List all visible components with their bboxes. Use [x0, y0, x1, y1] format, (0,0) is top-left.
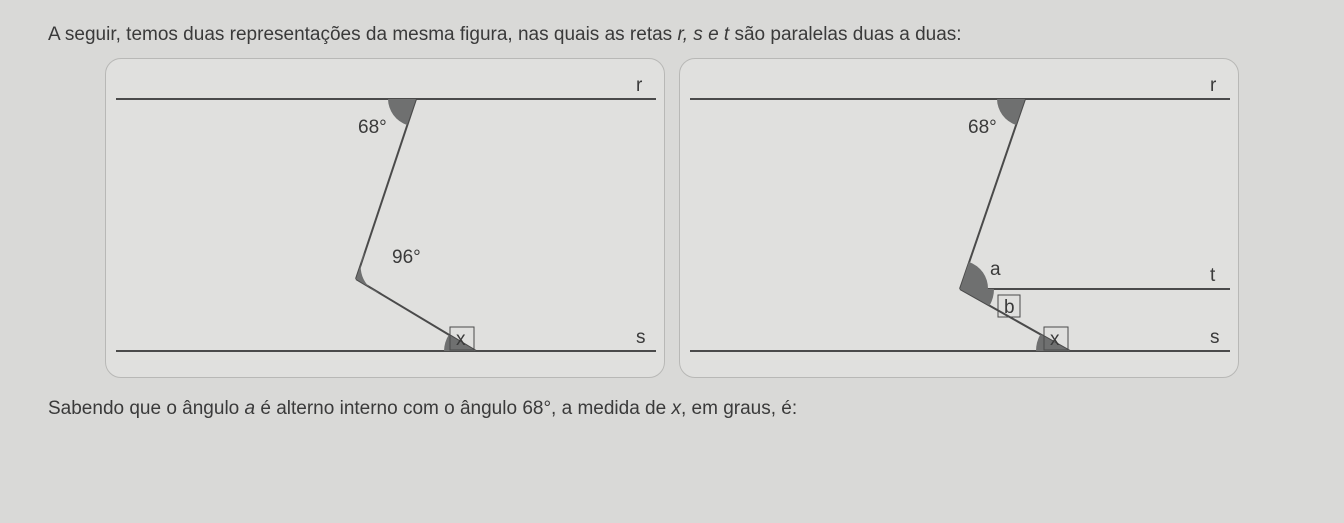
diagram-row: r s 68° 96° x r [48, 58, 1296, 378]
intro-text-2: são paralelas duas a duas: [729, 24, 961, 45]
answer-text-3: , em graus, é: [681, 398, 797, 419]
angle-x-label: x [456, 329, 466, 350]
label-t: t [1210, 265, 1216, 286]
intro-vars: r, s e t [677, 24, 729, 45]
intro-text-1: A seguir, temos duas representações da m… [48, 24, 677, 45]
figure-right: r t s 68° a b x [679, 58, 1239, 378]
angle-96-label: 96° [392, 247, 421, 268]
label-s-right: s [1210, 327, 1220, 348]
answer-text-2: é alterno interno com o ângulo 68°, a me… [255, 398, 671, 419]
question-intro: A seguir, temos duas representações da m… [48, 24, 1296, 46]
angle-68-label-right: 68° [968, 117, 997, 138]
label-r: r [636, 75, 643, 96]
angle-b-label: b [1004, 297, 1015, 318]
figure-left: r s 68° 96° x [105, 58, 665, 378]
answer-var-a: a [245, 398, 256, 419]
answer-var-x: x [671, 398, 681, 419]
answer-text-1: Sabendo que o ângulo [48, 398, 245, 419]
label-r-right: r [1210, 75, 1217, 96]
angle-x-label-right: x [1050, 329, 1060, 350]
figure-left-svg: r s 68° 96° x [106, 59, 665, 378]
label-s: s [636, 327, 646, 348]
angle-68-label: 68° [358, 117, 387, 138]
angle-b-fill [960, 289, 994, 306]
question-answer-line: Sabendo que o ângulo a é alterno interno… [48, 398, 1296, 420]
figure-right-svg: r t s 68° a b x [680, 59, 1239, 378]
angle-a-label: a [990, 259, 1001, 280]
